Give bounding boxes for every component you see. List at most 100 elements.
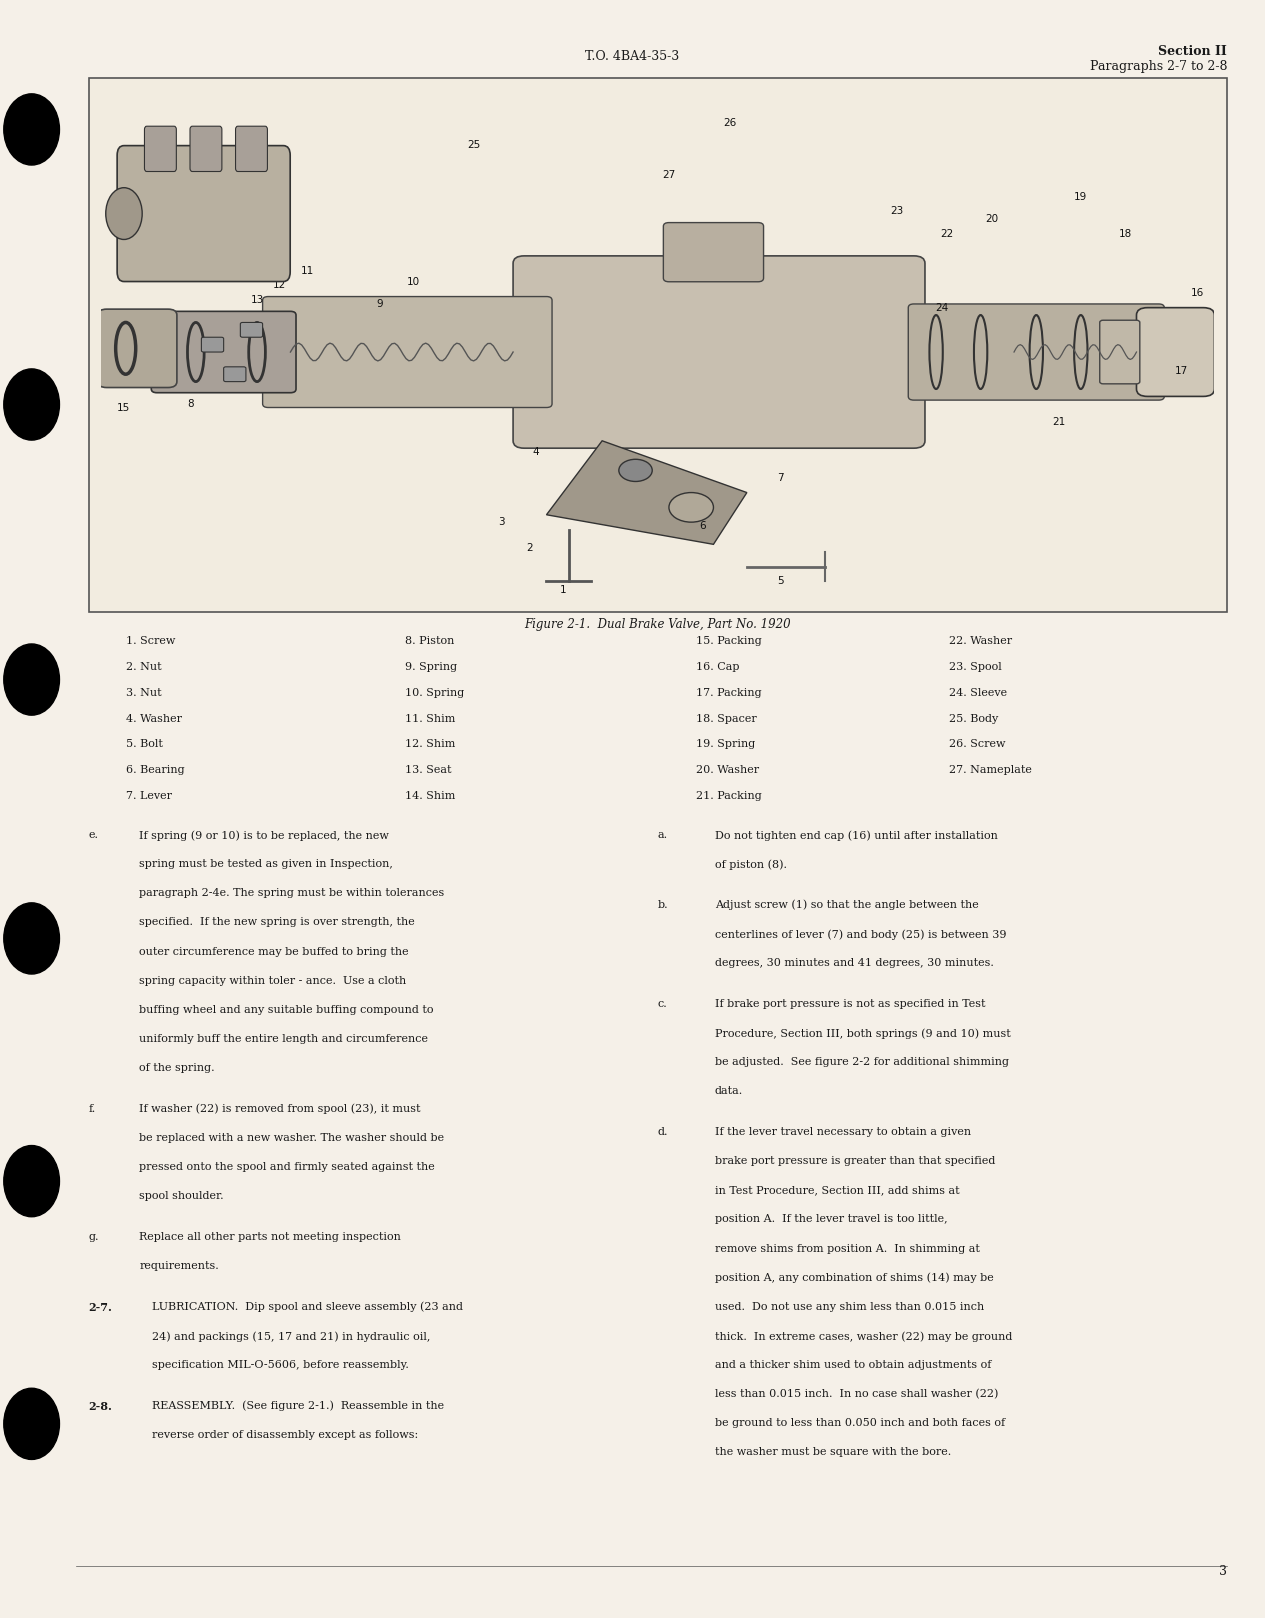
Text: If brake port pressure is not as specified in Test: If brake port pressure is not as specifi… (715, 998, 985, 1010)
Text: reverse order of disassembly except as follows:: reverse order of disassembly except as f… (152, 1430, 417, 1440)
Text: centerlines of lever (7) and body (25) is between 39: centerlines of lever (7) and body (25) i… (715, 929, 1006, 940)
Text: 2: 2 (526, 544, 533, 553)
Text: b.: b. (658, 900, 668, 909)
Text: buffing wheel and any suitable buffing compound to: buffing wheel and any suitable buffing c… (139, 1005, 434, 1014)
Text: Procedure, Section III, both springs (9 and 10) must: Procedure, Section III, both springs (9 … (715, 1027, 1011, 1039)
Text: position A.  If the lever travel is too little,: position A. If the lever travel is too l… (715, 1215, 947, 1225)
Text: 4. Washer: 4. Washer (126, 714, 182, 723)
Text: 25: 25 (468, 139, 481, 150)
Text: If the lever travel necessary to obtain a given: If the lever travel necessary to obtain … (715, 1128, 970, 1137)
Polygon shape (546, 440, 746, 544)
Text: f.: f. (89, 1103, 96, 1113)
Text: 2-7.: 2-7. (89, 1302, 113, 1312)
Text: 25. Body: 25. Body (949, 714, 998, 723)
Text: 26. Screw: 26. Screw (949, 739, 1006, 749)
Text: 27: 27 (663, 170, 676, 180)
Text: of the spring.: of the spring. (139, 1063, 215, 1073)
Text: 15: 15 (116, 403, 130, 413)
Text: specification MIL-O-5606, before reassembly.: specification MIL-O-5606, before reassem… (152, 1361, 409, 1370)
Text: Paragraphs 2-7 to 2-8: Paragraphs 2-7 to 2-8 (1089, 60, 1227, 73)
Text: 3: 3 (1219, 1565, 1227, 1578)
Text: 8. Piston: 8. Piston (405, 636, 454, 646)
Bar (89, 78, 1227, 612)
Text: 22: 22 (941, 228, 954, 239)
Text: 18: 18 (1118, 228, 1132, 239)
Text: g.: g. (89, 1231, 99, 1243)
FancyBboxPatch shape (152, 311, 296, 393)
Text: remove shims from position A.  In shimming at: remove shims from position A. In shimmin… (715, 1244, 979, 1254)
Circle shape (4, 1146, 59, 1217)
Text: in Test Procedure, Section III, add shims at: in Test Procedure, Section III, add shim… (715, 1186, 959, 1196)
Text: T.O. 4BA4-35-3: T.O. 4BA4-35-3 (586, 50, 679, 63)
Text: 23. Spool: 23. Spool (949, 662, 1002, 671)
Text: 4: 4 (533, 447, 539, 456)
FancyBboxPatch shape (118, 146, 290, 282)
FancyBboxPatch shape (144, 126, 176, 172)
Circle shape (669, 492, 713, 523)
Text: 8: 8 (187, 398, 194, 409)
Text: a.: a. (658, 830, 668, 840)
Circle shape (4, 94, 59, 165)
Text: 12: 12 (273, 280, 286, 291)
Text: 3. Nut: 3. Nut (126, 688, 162, 697)
FancyBboxPatch shape (201, 337, 224, 353)
Text: 22. Washer: 22. Washer (949, 636, 1012, 646)
Text: 7: 7 (777, 472, 783, 482)
FancyBboxPatch shape (263, 296, 552, 408)
Text: be replaced with a new washer. The washer should be: be replaced with a new washer. The washe… (139, 1133, 444, 1142)
Text: pressed onto the spool and firmly seated against the: pressed onto the spool and firmly seated… (139, 1162, 435, 1171)
Text: 18. Spacer: 18. Spacer (696, 714, 756, 723)
Text: 17: 17 (1174, 366, 1188, 375)
Text: 1: 1 (560, 586, 567, 595)
Text: 19. Spring: 19. Spring (696, 739, 755, 749)
Text: 20: 20 (985, 214, 998, 223)
Text: Figure 2-1.  Dual Brake Valve, Part No. 1920: Figure 2-1. Dual Brake Valve, Part No. 1… (525, 618, 791, 631)
FancyBboxPatch shape (235, 126, 267, 172)
Circle shape (4, 369, 59, 440)
Text: 24: 24 (935, 303, 949, 312)
Text: position A, any combination of shims (14) may be: position A, any combination of shims (14… (715, 1273, 993, 1283)
Text: 24. Sleeve: 24. Sleeve (949, 688, 1007, 697)
Text: thick.  In extreme cases, washer (22) may be ground: thick. In extreme cases, washer (22) may… (715, 1332, 1012, 1341)
Text: 16: 16 (1192, 288, 1204, 298)
Text: 2. Nut: 2. Nut (126, 662, 162, 671)
Text: 6: 6 (700, 521, 706, 531)
Text: 21. Packing: 21. Packing (696, 791, 762, 801)
Text: d.: d. (658, 1128, 668, 1137)
Text: be adjusted.  See figure 2-2 for additional shimming: be adjusted. See figure 2-2 for addition… (715, 1057, 1008, 1068)
FancyBboxPatch shape (224, 367, 245, 382)
Text: 14. Shim: 14. Shim (405, 791, 455, 801)
Text: 11: 11 (301, 265, 314, 275)
Circle shape (619, 460, 653, 482)
Text: 2-8.: 2-8. (89, 1401, 113, 1413)
Text: 15. Packing: 15. Packing (696, 636, 762, 646)
Text: 5. Bolt: 5. Bolt (126, 739, 163, 749)
Text: Replace all other parts not meeting inspection: Replace all other parts not meeting insp… (139, 1231, 401, 1243)
Text: LUBRICATION.  Dip spool and sleeve assembly (23 and: LUBRICATION. Dip spool and sleeve assemb… (152, 1302, 463, 1312)
Text: 6. Bearing: 6. Bearing (126, 765, 185, 775)
Text: 3: 3 (498, 518, 505, 527)
Text: Do not tighten end cap (16) until after installation: Do not tighten end cap (16) until after … (715, 830, 998, 841)
Text: used.  Do not use any shim less than 0.015 inch: used. Do not use any shim less than 0.01… (715, 1302, 984, 1312)
Text: spring must be tested as given in Inspection,: spring must be tested as given in Inspec… (139, 859, 393, 869)
FancyBboxPatch shape (190, 126, 221, 172)
Text: 20. Washer: 20. Washer (696, 765, 759, 775)
Text: 24) and packings (15, 17 and 21) in hydraulic oil,: 24) and packings (15, 17 and 21) in hydr… (152, 1332, 430, 1341)
Text: 23: 23 (891, 207, 903, 217)
Text: 5: 5 (777, 576, 783, 586)
Text: If washer (22) is removed from spool (23), it must: If washer (22) is removed from spool (23… (139, 1103, 421, 1115)
Text: 1. Screw: 1. Screw (126, 636, 176, 646)
Text: spring capacity within toler - ance.  Use a cloth: spring capacity within toler - ance. Use… (139, 976, 406, 985)
FancyBboxPatch shape (514, 256, 925, 448)
Text: Adjust screw (1) so that the angle between the: Adjust screw (1) so that the angle betwe… (715, 900, 978, 911)
Text: brake port pressure is greater than that specified: brake port pressure is greater than that… (715, 1157, 996, 1167)
Text: 12. Shim: 12. Shim (405, 739, 455, 749)
Text: e.: e. (89, 830, 99, 840)
Circle shape (4, 644, 59, 715)
Circle shape (4, 1388, 59, 1459)
Text: 9: 9 (376, 299, 383, 309)
Text: specified.  If the new spring is over strength, the: specified. If the new spring is over str… (139, 917, 415, 927)
Text: 10. Spring: 10. Spring (405, 688, 464, 697)
Text: the washer must be square with the bore.: the washer must be square with the bore. (715, 1448, 951, 1458)
Text: be ground to less than 0.050 inch and both faces of: be ground to less than 0.050 inch and bo… (715, 1419, 1004, 1429)
